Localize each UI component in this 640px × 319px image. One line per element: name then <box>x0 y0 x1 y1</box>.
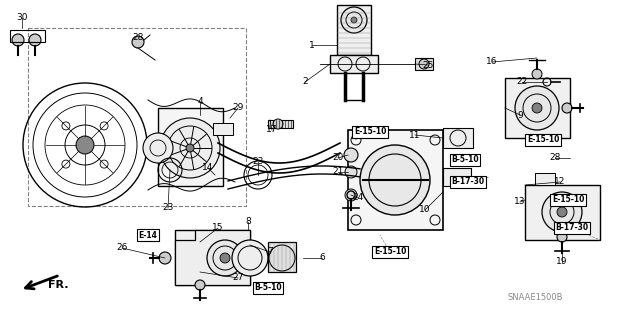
Text: 15: 15 <box>212 224 224 233</box>
Circle shape <box>160 118 220 178</box>
Bar <box>443 168 471 186</box>
Bar <box>158 108 223 186</box>
Circle shape <box>515 86 559 130</box>
Bar <box>268 120 293 128</box>
Text: E-14: E-14 <box>139 231 157 240</box>
Text: B-5-10: B-5-10 <box>254 284 282 293</box>
Circle shape <box>159 252 171 264</box>
Circle shape <box>132 36 144 48</box>
Bar <box>268 242 296 272</box>
Circle shape <box>542 192 582 232</box>
Bar <box>337 5 371 55</box>
Text: 28: 28 <box>549 153 561 162</box>
Text: 12: 12 <box>554 177 566 187</box>
Circle shape <box>344 148 358 162</box>
Text: SNAAE1500B: SNAAE1500B <box>508 293 563 302</box>
Text: B-17-30: B-17-30 <box>556 224 589 233</box>
Text: 16: 16 <box>486 57 498 66</box>
Circle shape <box>12 34 24 46</box>
Bar <box>175 230 250 285</box>
Text: 24: 24 <box>353 194 364 203</box>
Circle shape <box>360 145 430 215</box>
Circle shape <box>532 69 542 79</box>
Text: 11: 11 <box>409 130 420 139</box>
Circle shape <box>345 166 357 178</box>
Text: 7: 7 <box>267 248 273 256</box>
Text: 30: 30 <box>16 13 28 23</box>
Circle shape <box>207 240 243 276</box>
Text: 13: 13 <box>515 197 525 206</box>
Text: E-15-10: E-15-10 <box>552 196 584 204</box>
Circle shape <box>341 7 367 33</box>
Text: B-17-30: B-17-30 <box>451 177 484 187</box>
Bar <box>330 55 378 73</box>
Text: 10: 10 <box>419 205 431 214</box>
Polygon shape <box>175 230 250 285</box>
Text: 19: 19 <box>556 257 568 266</box>
Text: FR.: FR. <box>48 280 68 290</box>
Bar <box>505 78 570 138</box>
Circle shape <box>220 253 230 263</box>
Text: 2: 2 <box>302 78 308 86</box>
Circle shape <box>186 144 194 152</box>
Text: 28: 28 <box>132 33 144 42</box>
Text: 21: 21 <box>332 167 344 176</box>
Text: 23: 23 <box>252 158 264 167</box>
Bar <box>348 130 443 230</box>
Bar <box>535 173 555 185</box>
Text: 6: 6 <box>319 254 325 263</box>
Circle shape <box>273 119 283 129</box>
Circle shape <box>143 133 173 163</box>
Circle shape <box>532 103 542 113</box>
Circle shape <box>557 232 567 242</box>
Circle shape <box>419 59 429 69</box>
Circle shape <box>557 207 567 217</box>
Circle shape <box>76 136 94 154</box>
Circle shape <box>232 240 268 276</box>
Bar <box>443 128 473 148</box>
Bar <box>525 185 600 240</box>
Text: E-15-10: E-15-10 <box>527 136 559 145</box>
Circle shape <box>345 189 357 201</box>
Text: 29: 29 <box>232 103 244 113</box>
Text: 1: 1 <box>309 41 315 49</box>
Circle shape <box>29 34 41 46</box>
Bar <box>213 123 233 135</box>
Text: 17: 17 <box>266 125 278 135</box>
Text: 23: 23 <box>163 204 173 212</box>
Text: 27: 27 <box>232 273 244 283</box>
Text: 20: 20 <box>332 153 344 162</box>
Text: 4: 4 <box>197 98 203 107</box>
Text: E-15-10: E-15-10 <box>374 248 406 256</box>
Text: 26: 26 <box>116 243 128 253</box>
Circle shape <box>562 103 572 113</box>
Text: 8: 8 <box>245 218 251 226</box>
Circle shape <box>351 17 357 23</box>
Text: 9: 9 <box>517 110 523 120</box>
Text: 22: 22 <box>516 78 527 86</box>
Text: E-15-10: E-15-10 <box>354 128 386 137</box>
Bar <box>10 30 45 42</box>
Circle shape <box>195 280 205 290</box>
Text: 14: 14 <box>202 164 214 173</box>
Text: B-5-10: B-5-10 <box>451 155 479 165</box>
Circle shape <box>269 245 295 271</box>
Bar <box>28 28 246 206</box>
Text: 25: 25 <box>422 61 434 70</box>
Bar <box>415 58 433 70</box>
